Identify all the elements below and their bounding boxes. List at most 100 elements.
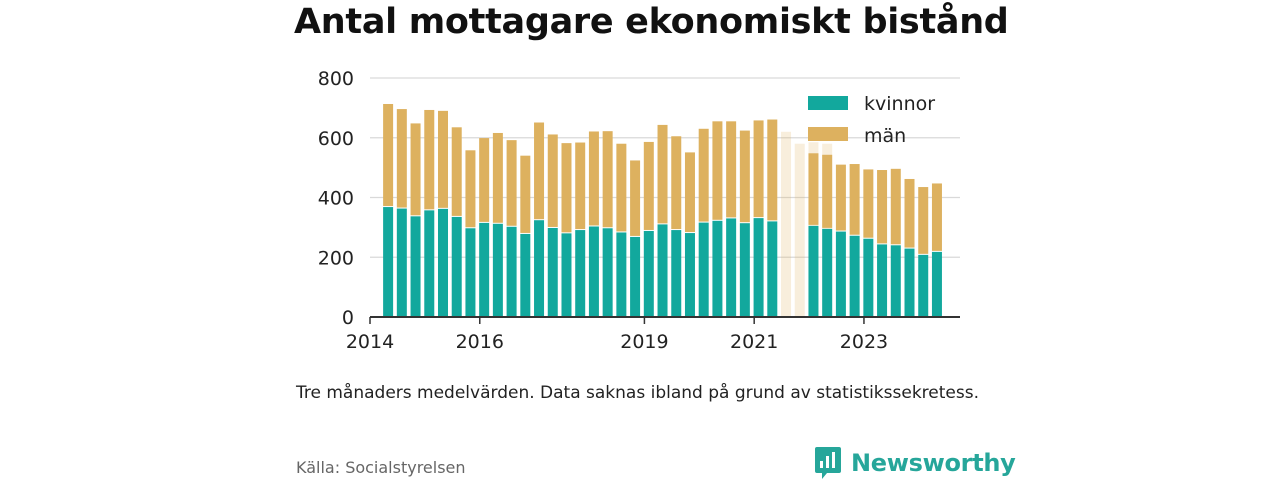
- bar-kvinnor: [671, 230, 682, 317]
- bar-man: [396, 109, 407, 208]
- bar-kvinnor: [863, 238, 874, 317]
- source-credit: Källa: Socialstyrelsen: [296, 458, 466, 477]
- bar-man: [918, 187, 929, 254]
- brand-name: Newsworthy: [851, 449, 1016, 477]
- bar-man: [479, 138, 490, 222]
- bar-man: [890, 168, 901, 245]
- bar-kvinnor: [808, 225, 819, 317]
- bar-kvinnor: [602, 228, 613, 317]
- faded-bar: [781, 131, 792, 317]
- bar-man: [547, 134, 558, 227]
- bar-man: [767, 119, 778, 221]
- bar-man: [863, 169, 874, 238]
- bar-man: [739, 130, 750, 223]
- y-tick-label: 400: [318, 188, 354, 210]
- bar-kvinnor: [534, 220, 545, 317]
- bar-kvinnor: [684, 233, 695, 317]
- bar-man: [808, 153, 819, 225]
- x-tick-label: 2014: [346, 331, 394, 353]
- bar-kvinnor: [547, 227, 558, 317]
- bar-man: [424, 109, 435, 210]
- faded-bar: [794, 143, 805, 317]
- bar-kvinnor: [424, 210, 435, 317]
- bar-man: [753, 120, 764, 218]
- bar-man: [383, 103, 394, 207]
- bar-man: [822, 154, 833, 228]
- bars: [383, 103, 942, 317]
- bar-kvinnor: [931, 251, 942, 317]
- bar-man: [410, 123, 421, 216]
- x-tick-label: 2023: [840, 331, 888, 353]
- bar-man: [698, 128, 709, 222]
- bar-man: [643, 141, 654, 230]
- newsworthy-brand[interactable]: Newsworthy: [814, 446, 1016, 480]
- bar-man: [492, 132, 503, 223]
- bar-man: [904, 178, 915, 248]
- bar-man: [465, 150, 476, 228]
- newsworthy-logo-icon: [815, 447, 841, 479]
- bar-man: [684, 152, 695, 233]
- bar-man: [506, 140, 517, 226]
- bar-man: [588, 131, 599, 226]
- bar-kvinnor: [506, 226, 517, 317]
- bar-man: [835, 164, 846, 231]
- legend-label-kvinnor: kvinnor: [864, 93, 935, 115]
- bar-kvinnor: [396, 208, 407, 317]
- bar-man: [520, 155, 531, 233]
- bar-kvinnor: [643, 230, 654, 317]
- bar-man: [616, 143, 627, 232]
- bar-kvinnor: [835, 231, 846, 317]
- bar-man: [671, 136, 682, 230]
- legend: kvinnor män: [808, 93, 935, 147]
- bar-kvinnor: [479, 222, 490, 317]
- bar-kvinnor: [465, 228, 476, 317]
- bar-kvinnor: [712, 220, 723, 317]
- bar-kvinnor: [698, 222, 709, 317]
- bar-kvinnor: [877, 244, 888, 317]
- bar-kvinnor: [492, 223, 503, 317]
- bar-kvinnor: [575, 230, 586, 317]
- bar-kvinnor: [726, 218, 737, 317]
- y-tick-label: 600: [318, 128, 354, 150]
- bar-man: [534, 122, 545, 220]
- bar-man: [657, 124, 668, 224]
- bar-kvinnor: [739, 223, 750, 317]
- bar-kvinnor: [918, 254, 929, 317]
- bar-man: [630, 160, 641, 236]
- chart-title: Antal mottagare ekonomiskt bistånd: [294, 2, 1009, 42]
- bar-man: [849, 164, 860, 235]
- bar-chart: 0 200 400 600 800 2014 2016 2019 2021 2023 kvinn…: [318, 68, 960, 353]
- x-tick-label: 2016: [456, 331, 504, 353]
- bar-kvinnor: [904, 248, 915, 317]
- bar-man: [437, 110, 448, 208]
- bar-kvinnor: [822, 228, 833, 317]
- bar-kvinnor: [588, 226, 599, 317]
- bar-man: [451, 127, 462, 216]
- bar-kvinnor: [437, 208, 448, 317]
- bar-kvinnor: [616, 232, 627, 317]
- bar-man: [726, 121, 737, 218]
- x-tick-label: 2019: [620, 331, 668, 353]
- axes: 2014 2016 2019 2021 2023: [346, 316, 960, 353]
- bar-kvinnor: [410, 216, 421, 317]
- bar-man: [575, 142, 586, 230]
- bar-kvinnor: [630, 236, 641, 317]
- bar-kvinnor: [383, 207, 394, 317]
- chart-note: Tre månaders medelvärden. Data saknas ib…: [296, 383, 979, 403]
- legend-swatch-man: [808, 127, 848, 141]
- x-tick-label: 2021: [730, 331, 778, 353]
- bar-kvinnor: [767, 221, 778, 317]
- bar-kvinnor: [753, 218, 764, 317]
- bar-kvinnor: [849, 235, 860, 317]
- bar-kvinnor: [520, 233, 531, 317]
- bar-man: [602, 131, 613, 228]
- bar-kvinnor: [561, 233, 572, 317]
- bar-kvinnor: [451, 216, 462, 317]
- bar-kvinnor: [890, 245, 901, 317]
- legend-label-man: män: [864, 125, 906, 147]
- y-tick-label: 800: [318, 68, 354, 90]
- bar-man: [561, 143, 572, 233]
- y-tick-label: 200: [318, 247, 354, 269]
- bar-man: [712, 121, 723, 220]
- bar-man: [877, 170, 888, 244]
